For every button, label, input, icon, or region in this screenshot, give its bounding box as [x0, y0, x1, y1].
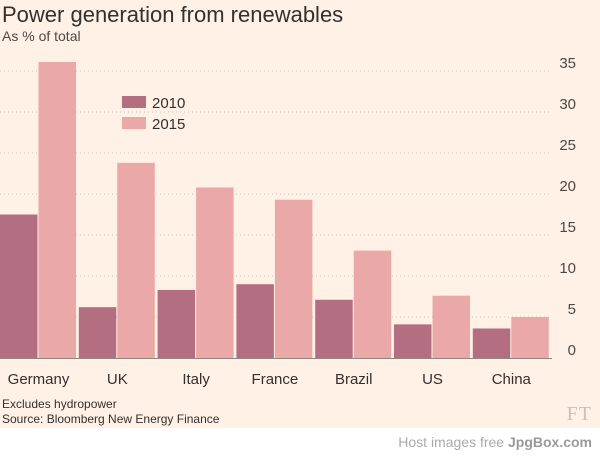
- bar-2015-brazil: [353, 250, 392, 358]
- legend-swatch-2010: [122, 96, 146, 108]
- y-tick-label: 30: [559, 96, 576, 113]
- chart-title: Power generation from renewables: [2, 2, 344, 27]
- legend-swatch-2015: [122, 117, 146, 129]
- x-category-label: China: [492, 371, 532, 388]
- legend-label-2010: 2010: [152, 95, 185, 112]
- source-note: Source: Bloomberg New Energy Finance: [2, 412, 220, 426]
- watermark-text: Host images free JpgBox.com: [398, 434, 592, 450]
- y-tick-label: 35: [559, 55, 576, 72]
- x-category-label: Brazil: [335, 371, 373, 388]
- bar-2010-us: [394, 324, 432, 358]
- y-tick-label: 0: [568, 342, 576, 359]
- ft-logo: FT: [566, 403, 592, 425]
- x-category-label: UK: [107, 371, 128, 388]
- watermark-site: JpgBox.com: [507, 434, 592, 450]
- bar-2010-france: [236, 284, 274, 358]
- x-category-label: France: [252, 371, 299, 388]
- y-tick-label: 20: [559, 178, 576, 195]
- footnote-exclusion: Excludes hydropower: [2, 397, 117, 411]
- x-category-label: Germany: [8, 371, 70, 388]
- legend-label-2015: 2015: [152, 116, 185, 133]
- x-category-label: Italy: [182, 371, 210, 388]
- bar-2010-china: [472, 328, 511, 358]
- watermark-prefix: Host images free: [398, 434, 505, 450]
- chart-subtitle: As % of total: [2, 28, 81, 44]
- bar-2015-france: [274, 199, 313, 358]
- watermark-bar: Host images free JpgBox.com: [0, 428, 600, 456]
- bar-2015-italy: [196, 187, 234, 358]
- bar-2010-uk: [78, 307, 117, 358]
- bar-2015-uk: [117, 162, 155, 358]
- y-tick-label: 10: [559, 260, 576, 277]
- y-tick-label: 5: [568, 301, 576, 318]
- bar-2010-brazil: [315, 299, 353, 358]
- bar-2010-germany: [0, 214, 38, 358]
- bar-chart: 0 5 10 15 20 25 30 35 Germany UK Italy France Brazil…: [0, 55, 576, 388]
- bar-2015-china: [511, 317, 549, 358]
- bar-2015-us: [432, 295, 470, 358]
- bar-2015-germany: [38, 61, 76, 358]
- y-tick-label: 15: [559, 219, 576, 236]
- y-tick-label: 25: [559, 137, 576, 154]
- bar-2010-italy: [157, 289, 196, 358]
- x-category-label: US: [422, 371, 443, 388]
